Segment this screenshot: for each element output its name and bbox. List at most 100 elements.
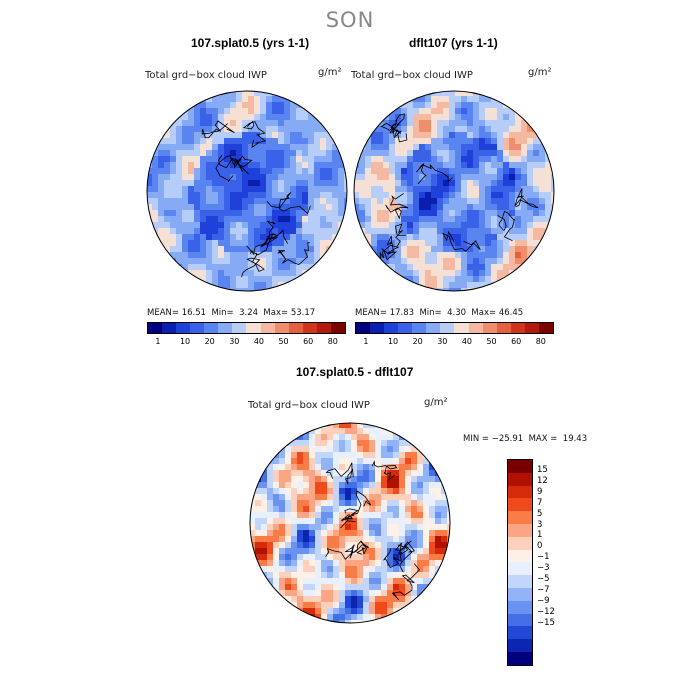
colorbar-tick-label: 60: [303, 337, 314, 346]
colorbar-swatch: [246, 323, 261, 333]
colorbar-tick-label: 10: [387, 337, 399, 346]
colorbar-swatch: [274, 323, 289, 333]
colorbar-tick-label: 1: [537, 530, 543, 541]
colorbar-tick-label: 80: [327, 337, 338, 346]
colorbar-swatch: [508, 460, 532, 473]
diff-colorbar: [507, 459, 533, 666]
colorbar-tick-label: 50: [486, 337, 497, 346]
panel1-mean-value: 16.51: [181, 308, 207, 318]
colorbar-swatch: [316, 323, 331, 333]
colorbar-swatch: [190, 323, 205, 333]
diff-field-label: Total grd−box cloud IWP: [248, 400, 370, 411]
colorbar-tick-label: 1: [363, 337, 369, 346]
panel1-stats: MEAN= 16.51 Min= 3.24 Max= 53.17: [147, 308, 315, 318]
diff-panel-title: 107.splat0.5 - dflt107: [296, 365, 414, 379]
colorbar-tick-label: 10: [179, 337, 191, 346]
colorbar-tick-label: −15: [537, 617, 555, 628]
colorbar-tick-label: 30: [229, 337, 240, 346]
panel2-colorbar-ticks: 1 10 20 30 40 50 60 80: [355, 337, 552, 349]
panel1-units: g/m²: [318, 67, 342, 78]
panel1-colorbar-ticks: 1 10 20 30 40 50 60 80: [147, 337, 344, 349]
panel2-title: dflt107 (yrs 1-1): [409, 36, 498, 50]
coastlines: [201, 120, 311, 278]
diff-units: g/m²: [424, 397, 448, 408]
colorbar-swatch: [302, 323, 317, 333]
colorbar-swatch: [232, 323, 247, 333]
colorbar-tick-label: 5: [537, 508, 543, 519]
colorbar-swatch: [508, 600, 532, 614]
colorbar-tick-label: −9: [537, 595, 550, 606]
colorbar-swatch: [508, 575, 532, 588]
colorbar-swatch: [412, 323, 427, 333]
colorbar-swatch: [468, 323, 483, 333]
diff-colorbar-ticks: 15 12 9 7 5 3 1 0 −1 −3 −5 −7 −9 −12 −15: [537, 459, 577, 629]
colorbar-tick-label: 15: [537, 465, 548, 475]
map-field: [147, 91, 347, 291]
colorbar-swatch: [384, 323, 399, 333]
colorbar-swatch: [508, 651, 532, 665]
colorbar-swatch: [398, 323, 413, 333]
panel2-max-value: 46.45: [498, 308, 524, 318]
panel1-max-label: Max=: [263, 308, 289, 318]
colorbar-swatch: [176, 323, 191, 333]
colorbar-swatch: [330, 323, 345, 333]
diff-polar-map: [249, 422, 451, 624]
panel1-min-value: 3.24: [239, 308, 259, 318]
colorbar-swatch: [440, 323, 455, 333]
colorbar-swatch: [510, 323, 525, 333]
coastlines: [325, 460, 421, 600]
colorbar-swatch: [508, 562, 532, 576]
colorbar-tick-label: 9: [537, 486, 543, 497]
colorbar-swatch: [218, 323, 233, 333]
colorbar-tick-label: 40: [253, 337, 264, 346]
colorbar-swatch: [260, 323, 275, 333]
panel2-polar-map: [353, 90, 555, 292]
colorbar-swatch: [508, 498, 532, 512]
panel1-max-value: 53.17: [290, 308, 316, 318]
colorbar-tick-label: 20: [204, 337, 215, 346]
colorbar-swatch: [288, 323, 303, 333]
colorbar-swatch: [508, 536, 532, 550]
map-field: [354, 91, 554, 291]
colorbar-swatch: [162, 323, 177, 333]
colorbar-tick-label: −5: [537, 574, 550, 584]
colorbar-swatch: [524, 323, 539, 333]
panel1-mean-label: MEAN=: [147, 308, 179, 318]
colorbar-swatch: [496, 323, 511, 333]
colorbar-swatch: [508, 523, 532, 537]
panel2-field-label: Total grd−box cloud IWP: [351, 70, 473, 81]
colorbar-tick-label: −3: [537, 563, 550, 574]
panel2-stats: MEAN= 17.83 Min= 4.30 Max= 46.45: [355, 308, 523, 318]
colorbar-tick-label: 60: [511, 337, 522, 346]
colorbar-swatch: [508, 613, 532, 627]
colorbar-swatch: [508, 587, 532, 601]
panel2-min-value: 4.30: [447, 308, 467, 318]
panel2-units: g/m²: [528, 67, 552, 78]
panel1-title: 107.splat0.5 (yrs 1-1): [191, 36, 310, 50]
panel2-min-label: Min=: [419, 308, 442, 318]
colorbar-tick-label: 30: [437, 337, 448, 346]
colorbar-swatch: [508, 485, 532, 499]
colorbar-swatch: [482, 323, 497, 333]
panel1-min-label: Min=: [211, 308, 234, 318]
colorbar-swatch: [508, 511, 532, 524]
colorbar-tick-label: 1: [155, 337, 161, 346]
map-border: [353, 90, 555, 292]
panel2-mean-value: 17.83: [389, 308, 415, 318]
colorbar-tick-label: −1: [537, 552, 550, 563]
colorbar-tick-label: 0: [537, 541, 543, 552]
colorbar-tick-label: 50: [278, 337, 289, 346]
colorbar-tick-label: 20: [412, 337, 423, 346]
panel2-colorbar: [355, 322, 554, 334]
diff-minmax: MIN = −25.91 MAX = 19.43: [463, 434, 588, 444]
colorbar-swatch: [508, 549, 532, 563]
panel2-mean-label: MEAN=: [355, 308, 387, 318]
colorbar-tick-label: 80: [535, 337, 546, 346]
map-field: [250, 423, 450, 623]
panel1-polar-map: [146, 90, 348, 292]
colorbar-tick-label: −12: [537, 606, 555, 617]
colorbar-swatch: [204, 323, 219, 333]
colorbar-swatch: [508, 639, 532, 652]
map-border: [249, 422, 451, 624]
colorbar-tick-label: 7: [537, 497, 543, 508]
